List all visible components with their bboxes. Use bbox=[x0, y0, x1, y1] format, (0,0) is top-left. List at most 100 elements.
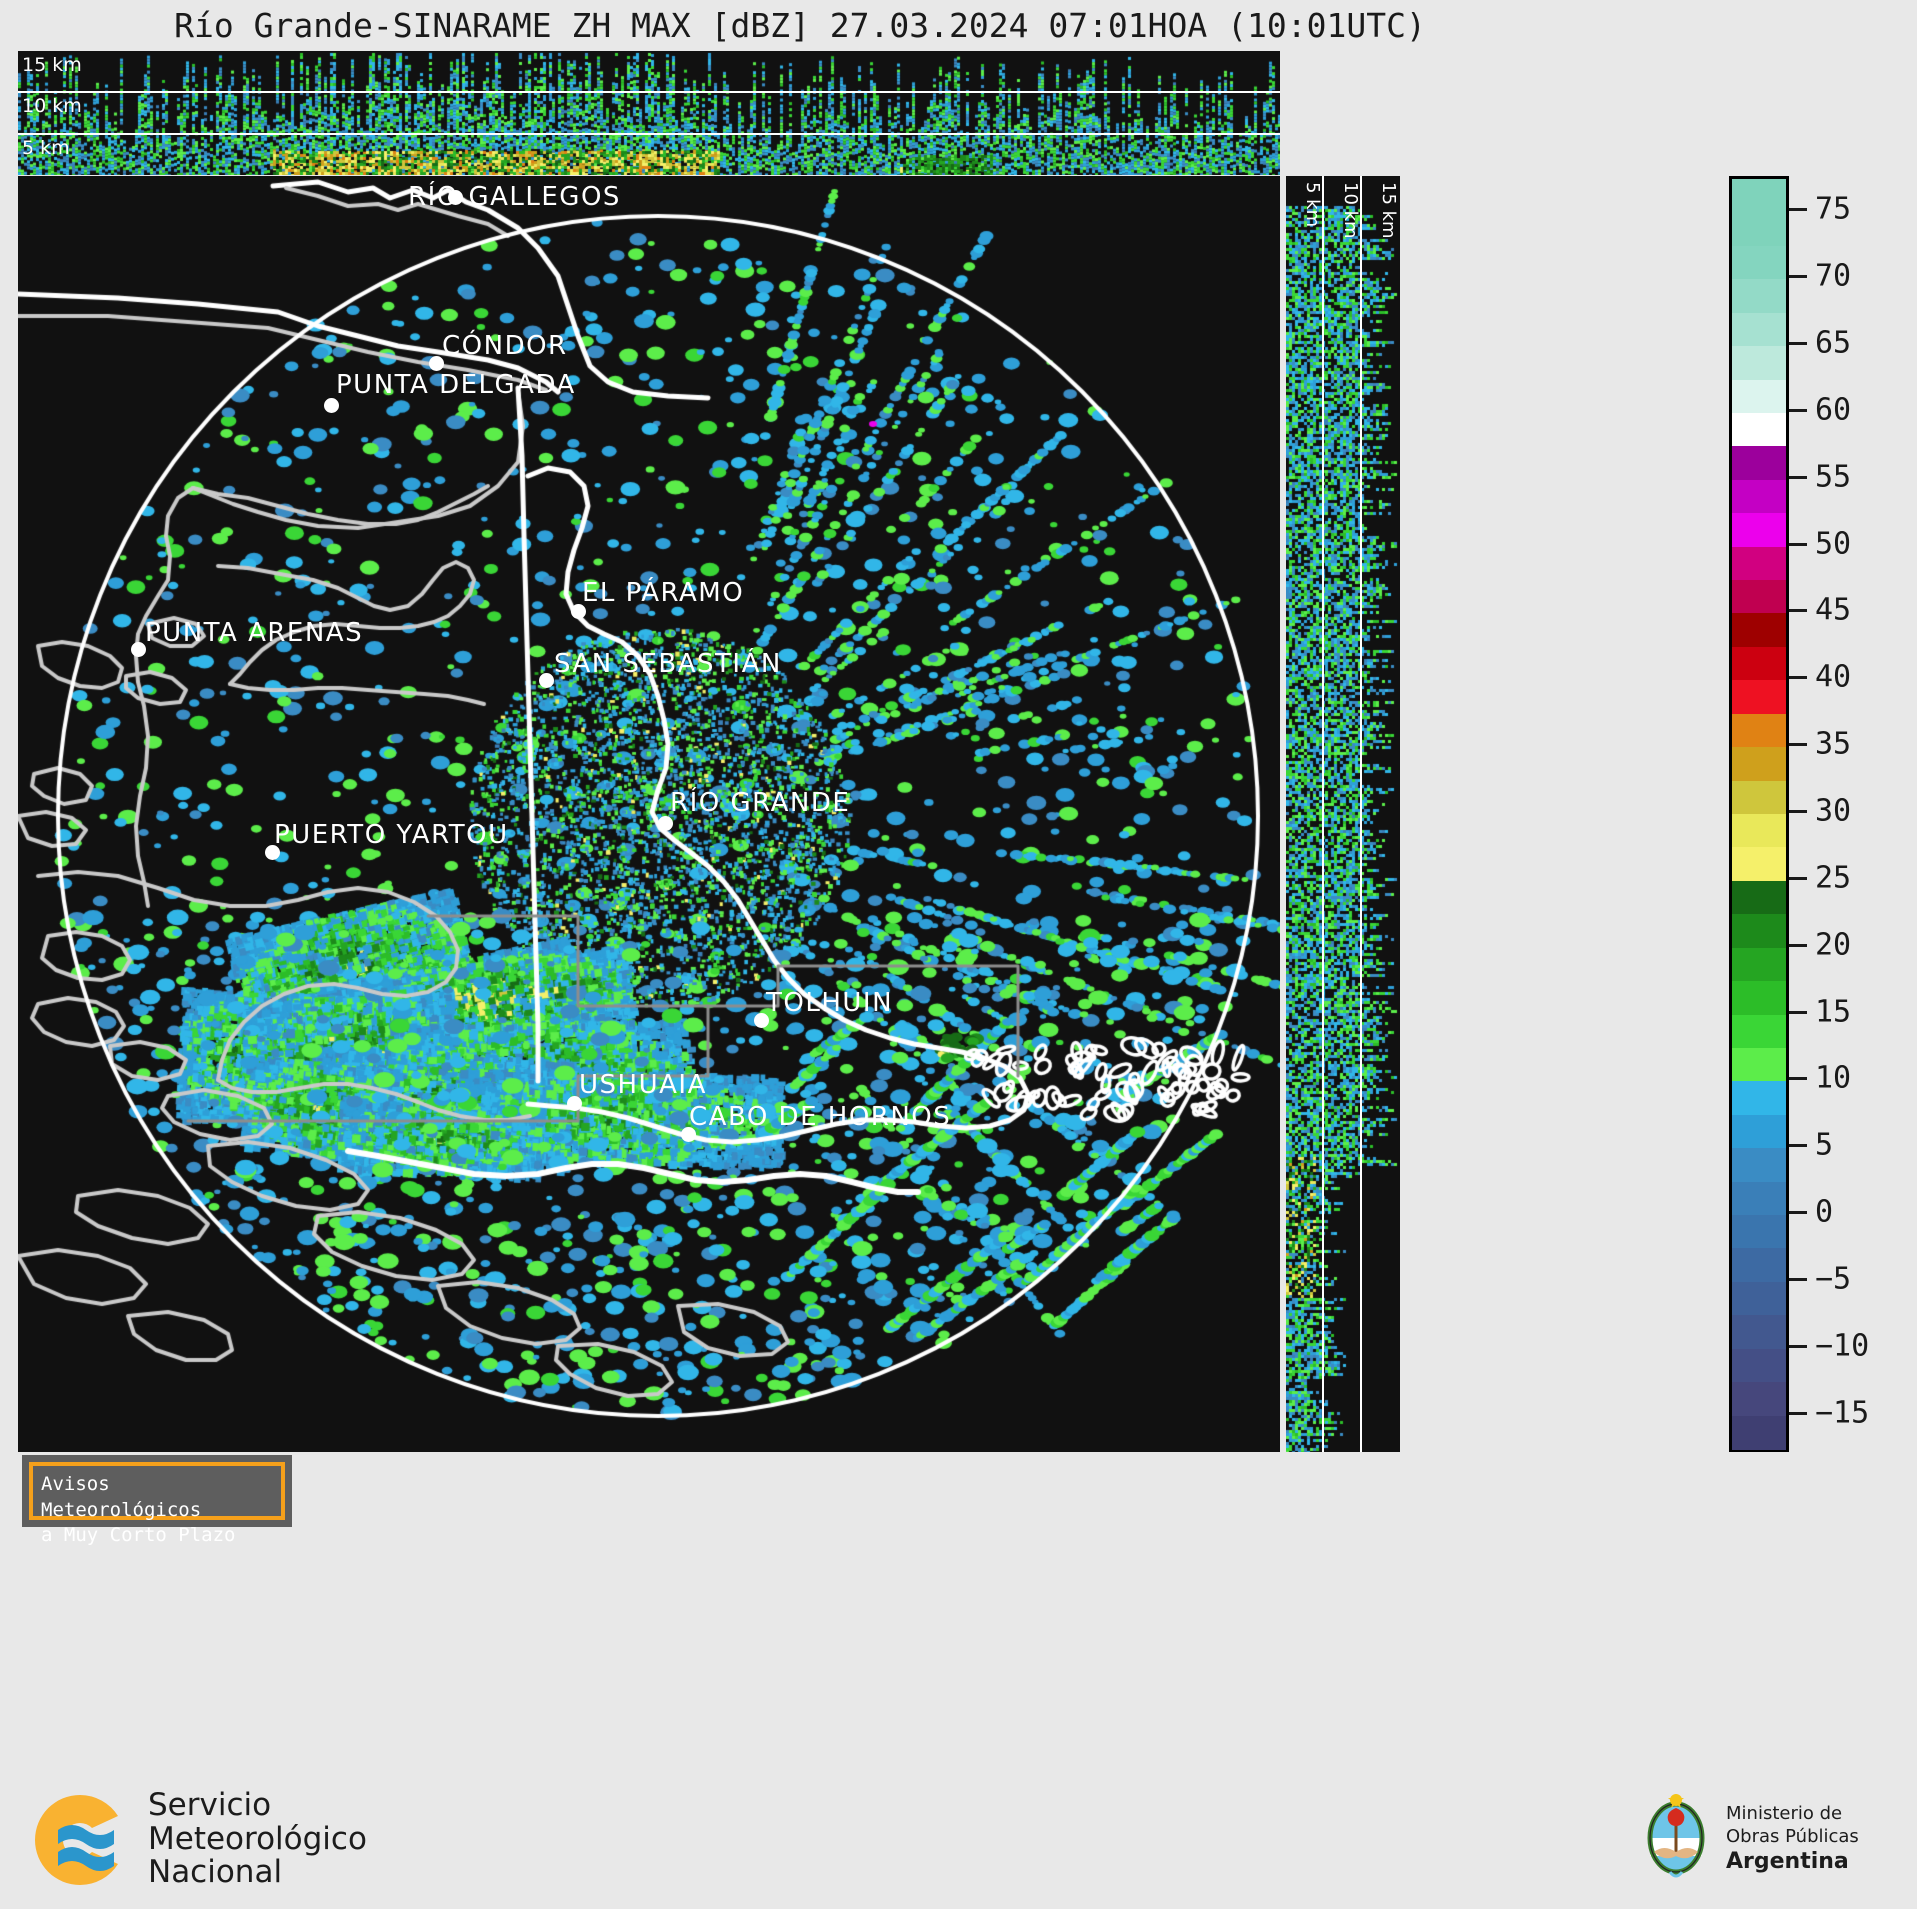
colorbar-segment bbox=[1732, 1181, 1786, 1216]
city-marker-dot bbox=[571, 604, 586, 619]
city-marker-dot bbox=[324, 398, 339, 413]
smn-line1: Servicio bbox=[148, 1787, 272, 1824]
city-label: PUERTO YARTOU bbox=[274, 820, 509, 850]
colorbar-tick bbox=[1789, 1077, 1807, 1081]
height-label-15km: 15 km bbox=[22, 54, 82, 76]
colorbar-segment bbox=[1732, 379, 1786, 414]
city-marker-dot bbox=[429, 356, 444, 371]
colorbar-label: 20 bbox=[1815, 927, 1852, 963]
right-cross-section-panel: 5 km 10 km 15 km bbox=[1286, 176, 1400, 1452]
colorbar-segment bbox=[1732, 312, 1786, 347]
vline-5km bbox=[1322, 176, 1324, 1452]
avisos-legend-box[interactable]: Avisos Meteorológicos a Muy Corto Plazo bbox=[22, 1455, 292, 1546]
ministry-line1: Ministerio de bbox=[1726, 1803, 1843, 1825]
colorbar-segment bbox=[1732, 1315, 1786, 1350]
colorbar-segment bbox=[1732, 245, 1786, 280]
vheight-label-10km: 10 km bbox=[1340, 182, 1361, 239]
colorbar-segment bbox=[1732, 947, 1786, 982]
smn-line3: Nacional bbox=[148, 1854, 283, 1891]
city-label: EL PÁRAMO bbox=[582, 578, 745, 608]
colorbar-tick bbox=[1789, 542, 1807, 546]
ministry-line3: Argentina bbox=[1726, 1849, 1849, 1875]
city-label: PUNTA ARENAS bbox=[145, 618, 364, 648]
colorbar-label: 5 bbox=[1815, 1127, 1834, 1163]
colorbar-segment bbox=[1732, 646, 1786, 681]
ministry-logo-text: Ministerio de Obras Públicas Argentina bbox=[1726, 1803, 1859, 1876]
colorbar-label: 45 bbox=[1815, 592, 1852, 628]
colorbar-segment bbox=[1732, 279, 1786, 314]
colorbar-label: 65 bbox=[1815, 325, 1852, 361]
smn-logo-icon bbox=[35, 1794, 118, 1885]
colorbar-segment bbox=[1732, 680, 1786, 715]
city-marker-dot bbox=[681, 1127, 696, 1142]
city-label: PUNTA DELGADA bbox=[336, 370, 576, 400]
city-marker-dot bbox=[754, 1013, 769, 1028]
colorbar-segment bbox=[1732, 1047, 1786, 1082]
radar-map-panel[interactable]: RÍO GALLEGOS CÓNDOR PUNTA DELGADA EL PÁRAMO… bbox=[18, 176, 1280, 1452]
radar-map-canvas bbox=[18, 176, 1280, 1452]
colorbar-tick bbox=[1789, 475, 1807, 479]
colorbar-label: 70 bbox=[1815, 258, 1852, 294]
colorbar-tick bbox=[1789, 1277, 1807, 1281]
ministry-logo-block: Ministerio de Obras Públicas Argentina bbox=[1640, 1782, 1905, 1897]
colorbar-tick bbox=[1789, 1411, 1807, 1415]
smn-logo-text: Servicio Meteorológico Nacional bbox=[148, 1787, 367, 1891]
colorbar-label: −5 bbox=[1815, 1261, 1852, 1297]
colorbar-segment bbox=[1732, 546, 1786, 581]
colorbar-label: 60 bbox=[1815, 392, 1852, 428]
colorbar-segment bbox=[1732, 814, 1786, 849]
colorbar-tick bbox=[1789, 1344, 1807, 1348]
colorbar-segment bbox=[1732, 780, 1786, 815]
city-label: RÍO GRANDE bbox=[670, 788, 851, 818]
colorbar-segment bbox=[1732, 914, 1786, 949]
city-label: TOLHUIN bbox=[766, 988, 894, 1018]
city-marker-dot bbox=[131, 642, 146, 657]
city-label: USHUAIA bbox=[579, 1070, 707, 1100]
colorbar-segment bbox=[1732, 981, 1786, 1016]
avisos-line1: Avisos Meteorológicos bbox=[41, 1473, 202, 1521]
colorbar-segment bbox=[1732, 1348, 1786, 1383]
avisos-line2: a Muy Corto Plazo bbox=[41, 1524, 236, 1547]
colorbar-segment bbox=[1732, 880, 1786, 915]
colorbar-label: 25 bbox=[1815, 860, 1852, 896]
colorbar-tick bbox=[1789, 1144, 1807, 1148]
city-label: SAN SEBASTIÁN bbox=[554, 649, 782, 679]
colorbar-label: 50 bbox=[1815, 526, 1852, 562]
colorbar-segment bbox=[1732, 212, 1786, 247]
colorbar-ticks: 75 70 65 60 55 50 45 40 35 30 25 20 15 10 5 0 −5 −10 −15 bbox=[1789, 176, 1909, 1452]
colorbar-segment bbox=[1732, 747, 1786, 782]
colorbar-label: 0 bbox=[1815, 1194, 1834, 1230]
colorbar-segment bbox=[1732, 847, 1786, 882]
height-label-5km: 5 km bbox=[22, 137, 70, 159]
avisos-inner: Avisos Meteorológicos a Muy Corto Plazo bbox=[29, 1462, 285, 1546]
city-marker-dot bbox=[448, 190, 463, 205]
colorbar-segment bbox=[1732, 1281, 1786, 1316]
colorbar-segment bbox=[1732, 412, 1786, 447]
colorbar-label: 35 bbox=[1815, 726, 1852, 762]
colorbar-tick bbox=[1789, 1211, 1807, 1215]
colorbar-label: 40 bbox=[1815, 659, 1852, 695]
colorbar-segment bbox=[1732, 346, 1786, 381]
colorbar-label: 15 bbox=[1815, 994, 1852, 1030]
colorbar-segment bbox=[1732, 580, 1786, 615]
colorbar-tick bbox=[1789, 208, 1807, 212]
colorbar-label: 75 bbox=[1815, 191, 1852, 227]
colorbar-label: 10 bbox=[1815, 1060, 1852, 1096]
city-label: RÍO GALLEGOS bbox=[408, 182, 621, 212]
colorbar-segment bbox=[1732, 1248, 1786, 1283]
colorbar-label: −10 bbox=[1815, 1328, 1870, 1364]
colorbar-tick bbox=[1789, 342, 1807, 346]
city-label: CÓNDOR bbox=[442, 331, 568, 361]
page-title: Río Grande-SINARAME ZH MAX [dBZ] 27.03.2… bbox=[174, 5, 1426, 45]
colorbar-label: 55 bbox=[1815, 459, 1852, 495]
right-cross-section-canvas bbox=[1286, 176, 1400, 1452]
colorbar-tick bbox=[1789, 408, 1807, 412]
colorbar-tick bbox=[1789, 275, 1807, 279]
top-cross-section-canvas bbox=[18, 51, 1280, 175]
city-marker-dot bbox=[567, 1096, 582, 1111]
colorbar-tick bbox=[1789, 676, 1807, 680]
colorbar-tick bbox=[1789, 1010, 1807, 1014]
colorbar-segment bbox=[1732, 1114, 1786, 1149]
colorbar-segment bbox=[1732, 479, 1786, 514]
vheight-label-5km: 5 km bbox=[1302, 182, 1323, 228]
